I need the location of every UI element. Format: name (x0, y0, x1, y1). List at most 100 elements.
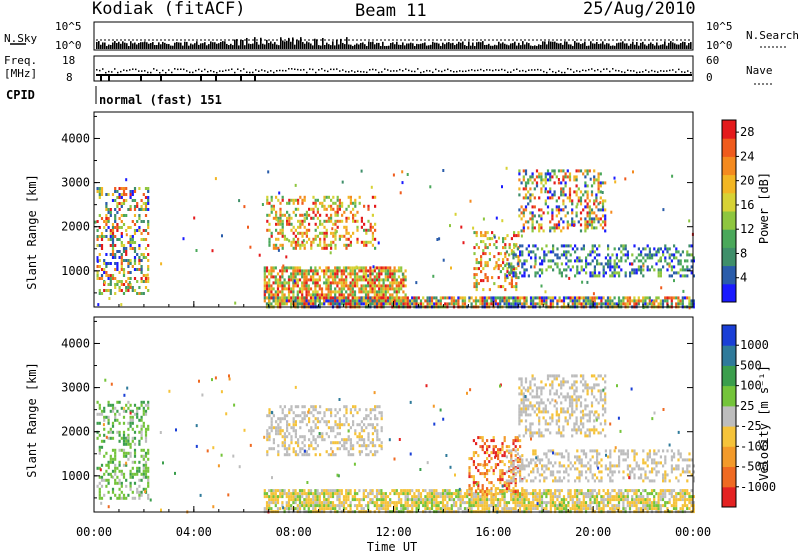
heatmap-cell (404, 501, 407, 505)
heatmap-cell (400, 287, 403, 291)
heatmap-cell (565, 244, 568, 248)
heatmap-cell (435, 495, 438, 499)
heatmap-cell (393, 290, 396, 294)
heatmap-cell (549, 504, 552, 508)
heatmap-cell (382, 504, 385, 508)
heatmap-cell (116, 475, 119, 479)
heatmap-cell (109, 403, 112, 407)
nave-point (606, 68, 608, 70)
heatmap-cell (497, 276, 500, 280)
heatmap-cell (281, 429, 284, 433)
heatmap-cell (305, 450, 308, 454)
heatmap-cell (351, 284, 354, 288)
heatmap-cell (351, 272, 354, 276)
nave-point (288, 68, 290, 70)
heatmap-cell (131, 190, 134, 193)
heatmap-cell (327, 266, 330, 270)
heatmap-cell (391, 302, 394, 306)
heatmap-cell (628, 296, 632, 300)
heatmap-cell (393, 296, 396, 300)
heatmap-cell (510, 285, 513, 289)
heatmap-cell (512, 495, 515, 499)
heatmap-cell (523, 271, 526, 275)
heatmap-cell (422, 302, 425, 306)
nsky-bar (118, 41, 120, 49)
heatmap-cell (131, 436, 134, 440)
heatmap-cell (530, 265, 533, 269)
heatmap-cell (345, 246, 348, 250)
heatmap-cell (281, 228, 284, 232)
heatmap-cell (406, 507, 409, 511)
heatmap-cell (270, 210, 273, 214)
nave-point (102, 68, 104, 70)
heatmap-cell (347, 504, 350, 508)
heatmap-cell (524, 169, 528, 173)
heatmap-cell (648, 268, 651, 272)
heatmap-cell (364, 293, 368, 297)
heatmap-cell (514, 253, 517, 257)
heatmap-cell (323, 296, 326, 300)
heatmap-cell (336, 441, 339, 445)
heatmap-cell (309, 501, 313, 505)
heatmap-cell (374, 408, 377, 412)
nave-point (657, 71, 659, 73)
heatmap-cell (342, 507, 346, 511)
heatmap-cell (285, 299, 288, 303)
heatmap-cell (329, 251, 332, 255)
heatmap-cell (305, 287, 308, 291)
heatmap-cell (131, 289, 134, 292)
heatmap-cell (468, 504, 471, 508)
heatmap-cell (588, 223, 591, 227)
heatmap-cell (575, 175, 578, 179)
heatmap-cell (263, 281, 266, 285)
heatmap-cell (589, 299, 592, 303)
heatmap-cell (314, 441, 317, 445)
heatmap-cell (541, 268, 544, 272)
heatmap-cell (468, 501, 471, 505)
heatmap-cell (310, 432, 313, 436)
heatmap-cell (287, 495, 291, 499)
heatmap-cell (521, 489, 524, 493)
heatmap-cell (351, 495, 354, 499)
heatmap-cell (301, 222, 304, 226)
heatmap-cell (116, 223, 119, 226)
heatmap-cell (613, 302, 616, 306)
heatmap-cell (389, 281, 392, 285)
heatmap-cell (362, 272, 365, 276)
heatmap-cell (686, 253, 689, 257)
heatmap-cell (541, 259, 544, 263)
heatmap-cell (545, 489, 548, 493)
heatmap-cell (278, 299, 281, 303)
heatmap-cell (369, 240, 372, 244)
heatmap-cell (415, 302, 418, 306)
heatmap-cell (510, 498, 513, 502)
heatmap-cell (347, 302, 350, 306)
heatmap-cell (347, 272, 350, 276)
heatmap-cell (270, 501, 273, 505)
heatmap-cell (327, 495, 330, 499)
heatmap-cell (653, 247, 656, 251)
heatmap-cell (395, 296, 398, 300)
nave-point (186, 70, 188, 72)
heatmap-cell (624, 296, 627, 300)
heatmap-cell (323, 207, 326, 211)
heatmap-cell (312, 414, 315, 418)
heatmap-cell (352, 405, 355, 409)
heatmap-cell (404, 495, 407, 499)
heatmap-cell (565, 296, 568, 300)
heatmap-cell (378, 498, 381, 502)
heatmap-cell (345, 225, 348, 229)
heatmap-cell (516, 296, 519, 300)
heatmap-cell (287, 489, 291, 493)
heatmap-cell (133, 454, 137, 458)
heatmap-cell (327, 293, 330, 297)
heatmap-cell (521, 501, 524, 505)
heatmap-cell (402, 284, 405, 288)
heatmap-cell (408, 498, 412, 502)
heatmap-cell (369, 450, 372, 454)
heatmap-cell (501, 498, 504, 502)
heatmap-cell (586, 223, 589, 227)
heatmap-cell (327, 507, 330, 511)
heatmap-cell (338, 269, 341, 273)
heatmap-cell (505, 504, 508, 508)
